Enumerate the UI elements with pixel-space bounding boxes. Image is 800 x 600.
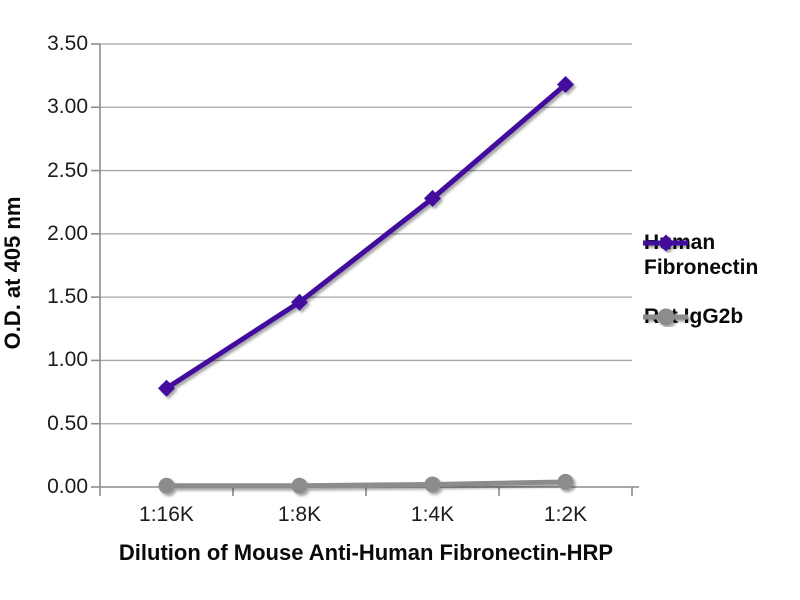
circle-marker: [291, 477, 308, 494]
x-axis-title: Dilution of Mouse Anti-Human Fibronectin…: [118, 540, 614, 565]
y-tick-label: 0.00: [47, 475, 88, 498]
series-line-human-fibronectin: [164, 82, 568, 391]
legend-entry-rat-igg2b: Rat IgG2b: [641, 305, 762, 329]
y-tick-label: 2.50: [47, 158, 88, 182]
diamond-marker: [158, 379, 175, 397]
diamond-marker: [424, 189, 441, 207]
series-human-fibronectin: [158, 76, 574, 397]
circle-marker: [158, 477, 175, 494]
diamond-marker: [557, 76, 574, 94]
circle-marker: [657, 308, 675, 326]
circle-marker: [557, 473, 574, 490]
series-rat-igg2b: [158, 473, 574, 494]
x-tick-label: 1:4K: [410, 503, 455, 526]
y-tick-label: 0.50: [47, 411, 88, 435]
legend-swatch-diamond: [643, 234, 688, 252]
y-axis-title: O.D. at 405 nm: [0, 196, 25, 350]
circle-marker: [424, 476, 441, 493]
y-tick-label: 1.00: [47, 348, 88, 372]
y-tick-label: 3.50: [47, 32, 88, 55]
x-tick-label: 1:2K: [543, 503, 588, 526]
legend-entry-human-fibronectin: Human Fibronectin: [641, 231, 762, 280]
y-tick-label: 1.50: [47, 285, 88, 309]
y-tick-label: 2.00: [47, 221, 88, 245]
diamond-marker: [291, 293, 308, 311]
legend-swatch-circle: [643, 308, 688, 326]
series-line-rat-igg2b: [164, 479, 568, 489]
x-tick-label: 1:8K: [277, 503, 322, 526]
diamond-marker: [657, 234, 675, 252]
x-tick-label: 1:16K: [139, 503, 194, 526]
y-tick-label: 3.00: [47, 95, 88, 119]
